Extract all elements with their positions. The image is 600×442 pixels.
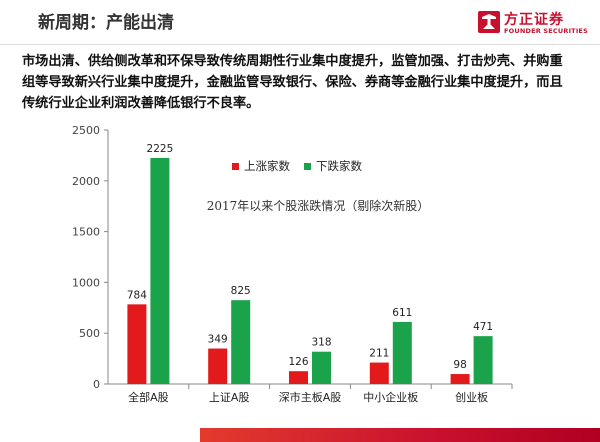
company-logo: 方正证券 FOUNDER SECURITIES <box>478 9 598 39</box>
bar-rise <box>369 362 389 384</box>
slide-paragraph: 市场出清、供给侧改革和环保导致传统周期性行业集中度提升，监管加强、打击炒壳、并购… <box>22 51 584 114</box>
paragraph-line: 组等导致新兴行业集中度提升，金融监管导致银行、保险、券商等金融行业集中度提升，而… <box>22 75 563 90</box>
bar-fall <box>150 157 170 384</box>
bar-fall <box>312 351 331 384</box>
footer-accent-strip <box>200 428 600 442</box>
bar-rise <box>289 371 308 384</box>
data-label: 825 <box>231 285 251 297</box>
logo-name-cn: 方正证券 <box>504 12 564 28</box>
slide-header: 新周期：产能出清 方正证券 FOUNDER SECURITIES <box>0 0 600 45</box>
x-tick-label: 全部A股 <box>128 390 169 404</box>
data-label: 211 <box>369 348 389 360</box>
y-tick-label: 2500 <box>72 124 100 137</box>
x-tick-label: 中小企业板 <box>363 390 418 404</box>
data-label: 784 <box>127 289 147 301</box>
data-label: 2225 <box>147 143 174 155</box>
legend-swatch <box>232 163 239 170</box>
bar-rise <box>127 304 147 384</box>
y-tick-label: 0 <box>93 378 100 391</box>
data-label: 126 <box>288 356 308 368</box>
bar-fall <box>231 300 251 384</box>
y-tick-label: 2000 <box>72 175 100 188</box>
data-label: 318 <box>311 337 331 349</box>
paragraph-line: 市场出清、供给侧改革和环保导致传统周期性行业集中度提升，监管加强、打击炒壳、并购… <box>22 54 563 69</box>
data-label: 611 <box>392 307 412 319</box>
legend-swatch <box>304 163 311 170</box>
y-tick-label: 1500 <box>72 226 100 239</box>
legend-label: 上涨家数 <box>244 159 290 173</box>
legend-label: 下跌家数 <box>316 159 362 173</box>
data-label: 98 <box>453 359 466 371</box>
bar-rise <box>208 348 228 384</box>
x-tick-label: 创业板 <box>455 390 488 404</box>
data-label: 349 <box>208 334 228 346</box>
bar-fall <box>392 321 412 384</box>
x-tick-label: 深市主板A股 <box>279 390 342 404</box>
data-label: 471 <box>473 321 493 333</box>
y-tick-label: 1000 <box>72 276 100 289</box>
bar-rise <box>450 374 470 384</box>
paragraph-line: 传统行业企业利润改善降低银行不良率。 <box>22 96 260 111</box>
logo-name-en: FOUNDER SECURITIES <box>504 27 588 35</box>
founder-logo-icon <box>478 11 500 33</box>
x-tick-label: 上证A股 <box>209 391 250 404</box>
chart-title: 2017年以来个股涨跌情况（剔除次新股） <box>207 198 430 213</box>
slide-title: 新周期：产能出清 <box>38 13 174 33</box>
y-tick-label: 500 <box>79 327 100 340</box>
bar-fall <box>473 336 493 384</box>
